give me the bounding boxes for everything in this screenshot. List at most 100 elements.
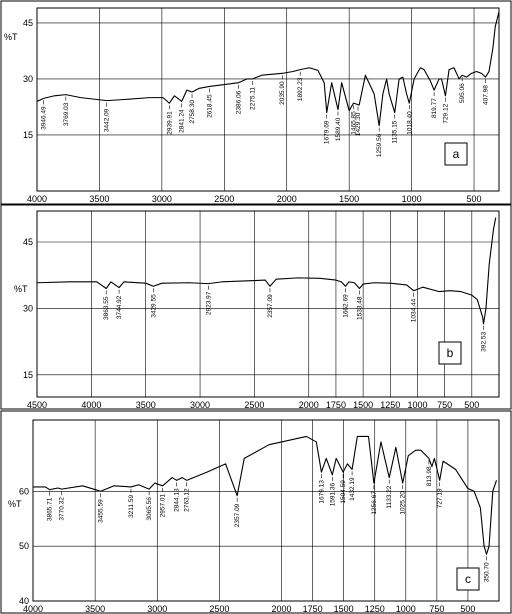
panel-label-box bbox=[444, 142, 468, 166]
peak-label: 3769.03 bbox=[63, 102, 70, 126]
peak-label: 392.53 bbox=[481, 332, 488, 352]
plot-frame bbox=[32, 419, 500, 602]
peak-label: 1465.85 bbox=[350, 111, 357, 135]
spectrum-line bbox=[33, 435, 498, 555]
x-tick-label: 750 bbox=[429, 604, 444, 614]
x-tick-label: 1500 bbox=[339, 194, 359, 204]
y-tick-label: 45 bbox=[23, 18, 33, 28]
peak-label: 727.19 bbox=[437, 488, 444, 508]
plot-frame bbox=[36, 210, 500, 398]
peak-label: 3442.09 bbox=[104, 108, 111, 132]
x-tick-label: 2500 bbox=[244, 400, 264, 410]
y-tick-label: 30 bbox=[23, 303, 33, 313]
x-tick-label: 2500 bbox=[209, 604, 229, 614]
x-tick-label: 1000 bbox=[402, 194, 422, 204]
peak-label: 3211.59 bbox=[128, 495, 135, 518]
x-tick-label: 750 bbox=[437, 400, 452, 410]
peak-label: 1679.69 bbox=[324, 120, 331, 144]
y-axis-label: %T bbox=[8, 499, 22, 509]
panel-label-box bbox=[456, 567, 480, 591]
x-tick-label: 1750 bbox=[303, 604, 323, 614]
x-tick-label: 1500 bbox=[353, 400, 373, 410]
peak-label: 1018.40 bbox=[406, 111, 413, 135]
peak-label: 1679.13 bbox=[318, 480, 325, 504]
y-tick-label: 60 bbox=[19, 486, 29, 496]
peak-label: 1135.15 bbox=[392, 120, 399, 143]
peak-label: 2939.91 bbox=[166, 111, 173, 135]
x-tick-label: 3500 bbox=[136, 400, 156, 410]
x-tick-label: 3000 bbox=[147, 604, 167, 614]
x-tick-label: 4500 bbox=[27, 400, 47, 410]
peak-label: 2386.06 bbox=[236, 90, 243, 114]
x-tick-label: 2000 bbox=[299, 400, 319, 410]
peak-label: 2758.30 bbox=[189, 100, 196, 124]
panel-b: 4500 4000 3500 3000 2500 2000 1750 1500 1250 1000… bbox=[0, 204, 512, 410]
panel-label-box bbox=[438, 341, 462, 365]
peak-label: 3429.55 bbox=[150, 294, 157, 318]
x-tick-label: 4000 bbox=[81, 400, 101, 410]
peak-label: 1589.40 bbox=[335, 117, 342, 141]
peak-label: 1429.30 bbox=[355, 112, 362, 136]
x-tick-label: 1000 bbox=[396, 604, 416, 614]
peak-label: 3946.49 bbox=[41, 106, 48, 130]
y-tick-label: 50 bbox=[19, 541, 29, 551]
peak-label: 595.06 bbox=[459, 83, 466, 103]
spectrum-line bbox=[36, 217, 497, 325]
panel-border bbox=[0, 410, 512, 614]
peak-label: 3865.71 bbox=[47, 497, 54, 521]
peak-label: 819.77 bbox=[431, 98, 438, 118]
peak-label: 2357.09 bbox=[267, 294, 274, 318]
x-tick-label: 3000 bbox=[152, 194, 172, 204]
x-tick-label: 4000 bbox=[23, 604, 43, 614]
x-tick-label: 500 bbox=[467, 194, 482, 204]
panel-label: a bbox=[453, 147, 460, 161]
peak-label: 1662.69 bbox=[342, 294, 349, 318]
peak-label: 1034.44 bbox=[411, 298, 418, 322]
peak-label: 1432.19 bbox=[349, 477, 356, 501]
panel-border bbox=[0, 0, 512, 205]
plot-frame bbox=[36, 7, 500, 192]
peak-label: 2763.12 bbox=[184, 488, 191, 512]
y-axis-label: %T bbox=[14, 284, 28, 294]
y-tick-label: 40 bbox=[19, 596, 29, 606]
peak-label: 3065.56 bbox=[146, 497, 153, 521]
peak-label: 1504.59 bbox=[340, 480, 347, 504]
peak-label: 1892.23 bbox=[297, 77, 304, 101]
peak-label: 3863.55 bbox=[103, 296, 110, 320]
panel-label: c bbox=[465, 572, 471, 586]
y-tick-label: 15 bbox=[23, 130, 33, 140]
peak-label: 1025.20 bbox=[400, 491, 407, 515]
y-tick-label: 30 bbox=[23, 74, 33, 84]
y-tick-label: 15 bbox=[23, 370, 33, 380]
x-tick-label: 1750 bbox=[326, 400, 346, 410]
peak-label: 407.98 bbox=[483, 85, 490, 105]
peak-label: 2357.09 bbox=[234, 503, 241, 527]
x-tick-label: 1500 bbox=[334, 604, 354, 614]
x-tick-label: 500 bbox=[460, 604, 475, 614]
x-tick-label: 1250 bbox=[380, 400, 400, 410]
peak-label: 350.70 bbox=[483, 562, 490, 582]
x-tick-label: 4000 bbox=[27, 194, 47, 204]
peak-label: 2923.97 bbox=[205, 291, 212, 315]
x-tick-label: 2000 bbox=[277, 194, 297, 204]
x-tick-label: 2000 bbox=[272, 604, 292, 614]
panel-label: b bbox=[447, 346, 454, 360]
peak-label: 2035.90 bbox=[279, 81, 286, 105]
x-tick-label: 3500 bbox=[89, 194, 109, 204]
peak-label: 1591.36 bbox=[329, 482, 336, 506]
peak-label: 3770.32 bbox=[59, 497, 66, 521]
peak-label: 2618.45 bbox=[207, 94, 214, 118]
x-tick-label: 3000 bbox=[190, 400, 210, 410]
x-tick-label: 2500 bbox=[214, 194, 234, 204]
panel-a: 4000 3500 3000 2500 2000 1500 1000 500 15 30 45 %T 3… bbox=[0, 0, 512, 205]
x-tick-label: 3500 bbox=[85, 604, 105, 614]
panel-c: 4000 3500 3000 2500 2000 1750 1500 1250 1000 750 5… bbox=[0, 410, 512, 614]
peak-label: 1133.22 bbox=[386, 485, 393, 508]
peak-label: 2841.24 bbox=[179, 109, 186, 133]
peak-label: 2275.11 bbox=[249, 87, 256, 110]
peak-label: 1256.67 bbox=[371, 491, 378, 515]
y-tick-label: 45 bbox=[23, 237, 33, 247]
peak-label: 729.12 bbox=[442, 103, 449, 123]
peak-label: 1259.56 bbox=[376, 133, 383, 157]
